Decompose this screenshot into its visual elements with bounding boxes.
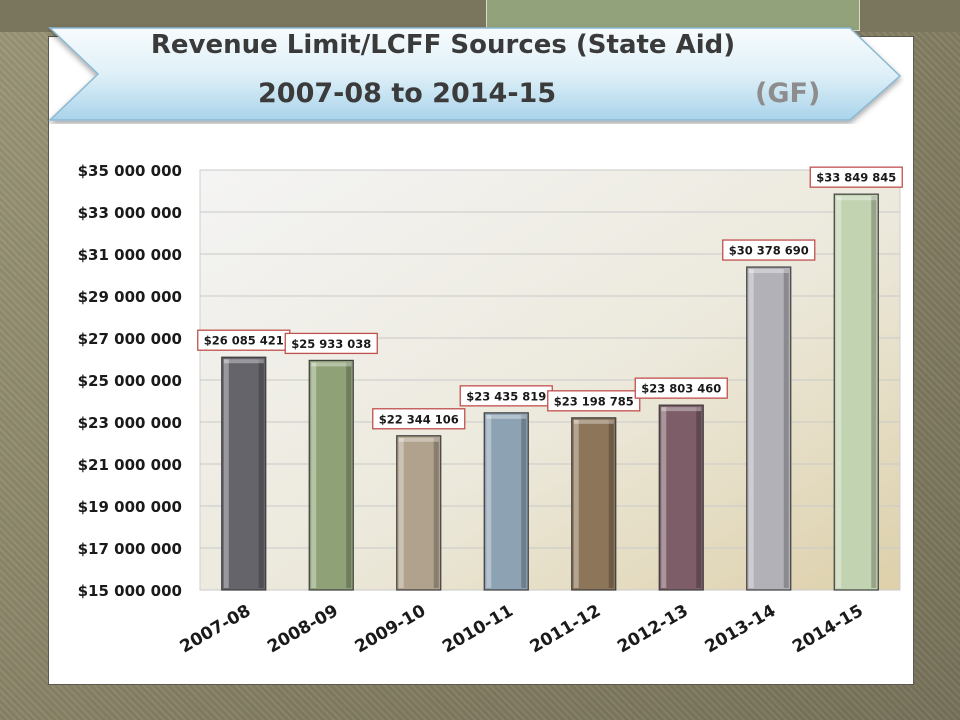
bars <box>221 193 879 591</box>
bar-bevel-right <box>521 414 527 588</box>
bar-bevel-right <box>346 362 352 588</box>
chart-subtitle: 2007-08 to 2014-15 <box>258 78 557 109</box>
bar-body <box>571 417 617 591</box>
banner-shape <box>48 27 902 121</box>
bar <box>833 193 879 591</box>
data-label: $30 378 690 <box>722 239 816 261</box>
bar-body <box>308 359 354 591</box>
y-tick-label: $31 000 000 <box>78 246 182 264</box>
bar-bevel-top <box>398 437 439 442</box>
data-label-box <box>809 166 903 188</box>
bar-bevel-left <box>398 437 404 588</box>
data-label-box <box>372 408 466 430</box>
x-tick-label: 2011-12 <box>527 601 605 657</box>
data-label: $23 198 785 <box>547 390 641 412</box>
data-label-text: $30 378 690 <box>729 244 809 258</box>
chart-title: Revenue Limit/LCFF Sources (State Aid) <box>150 30 736 60</box>
y-tick-label: $21 000 000 <box>78 456 182 474</box>
bar-body <box>833 193 879 591</box>
x-tick-label: 2013-14 <box>702 601 780 657</box>
data-label-text: $33 849 845 <box>816 171 896 185</box>
x-tick-label: 2008-09 <box>264 601 342 657</box>
bar-bevel-left <box>836 196 842 588</box>
bar <box>746 266 792 591</box>
data-label-text: $22 344 106 <box>379 412 459 426</box>
bar <box>308 359 354 591</box>
data-label-text: $23 198 785 <box>554 394 634 408</box>
bar <box>483 412 529 591</box>
data-label: $25 933 038 <box>284 332 378 355</box>
bar-bevel-top <box>486 414 527 419</box>
bar <box>396 435 442 591</box>
data-label: $23 435 819 <box>459 385 553 407</box>
x-tick-label: 2007-08 <box>177 601 255 657</box>
data-label: $33 849 845 <box>809 166 903 188</box>
bar-body <box>746 266 792 591</box>
data-label: $23 803 460 <box>634 377 728 399</box>
data-label-text: $25 933 038 <box>291 337 371 351</box>
bar-bevel-left <box>748 269 754 588</box>
bar-bevel-top <box>836 196 877 201</box>
x-tick-labels: 2007-08 2008-09 2009-10 2010-11 2011-12 2012-… <box>177 601 867 657</box>
bar <box>658 404 704 591</box>
fund-tag: (GF) <box>755 78 821 109</box>
x-tick-label: 2010-11 <box>439 601 517 657</box>
bar-bevel-top <box>748 269 789 274</box>
y-tick-label: $25 000 000 <box>78 372 182 390</box>
bar-bevel-right <box>871 196 877 588</box>
y-tick-label: $17 000 000 <box>78 540 182 558</box>
data-labels: $26 085 421 $25 933 038 $22 344 106 $23 435… <box>197 166 903 430</box>
y-tick-label: $23 000 000 <box>78 414 182 432</box>
bar <box>571 417 617 591</box>
bar-bevel-top <box>661 407 702 412</box>
bar-bevel-left <box>223 359 229 588</box>
y-tick-label: $29 000 000 <box>78 288 182 306</box>
bar-bevel-right <box>783 269 789 588</box>
x-tick-label: 2014-15 <box>789 601 867 657</box>
title-banner <box>48 22 904 124</box>
x-tick-label: 2012-13 <box>614 601 692 657</box>
bar-body <box>396 435 442 591</box>
data-label-box <box>284 332 378 355</box>
decorative-tab <box>486 0 860 31</box>
data-label-box <box>547 390 641 412</box>
bar-bevel-top <box>223 359 264 364</box>
data-label-text: $23 803 460 <box>641 382 721 396</box>
data-label-text: $26 085 421 <box>204 334 284 348</box>
data-label: $26 085 421 <box>197 329 291 351</box>
bar-bevel-right <box>433 437 439 588</box>
data-label-box <box>634 377 728 399</box>
bar-bevel-left <box>311 362 317 588</box>
bar-bevel-left <box>573 419 579 588</box>
bar-bevel-left <box>486 414 492 588</box>
y-tick-label: $15 000 000 <box>78 582 182 600</box>
y-tick-label: $27 000 000 <box>78 330 182 348</box>
y-tick-label: $19 000 000 <box>78 498 182 516</box>
bar-bevel-right <box>608 419 614 588</box>
y-tick-labels: $15 000 000 $17 000 000 $19 000 000 $21 000… <box>78 162 182 600</box>
bar-body <box>221 356 267 591</box>
bar-bevel-right <box>696 407 702 588</box>
bar-bevel-top <box>573 419 614 424</box>
bar-bevel-top <box>311 362 352 367</box>
bar-body <box>483 412 529 591</box>
bar-bevel-right <box>258 359 264 588</box>
data-label-text: $23 435 819 <box>466 389 546 403</box>
bar-body <box>658 404 704 591</box>
y-tick-label: $33 000 000 <box>78 204 182 222</box>
bar <box>221 356 267 591</box>
data-label-box <box>722 239 816 261</box>
data-label: $22 344 106 <box>372 408 466 430</box>
x-tick-label: 2009-10 <box>352 601 430 657</box>
bar-bevel-left <box>661 407 667 588</box>
y-tick-label: $35 000 000 <box>78 162 182 180</box>
